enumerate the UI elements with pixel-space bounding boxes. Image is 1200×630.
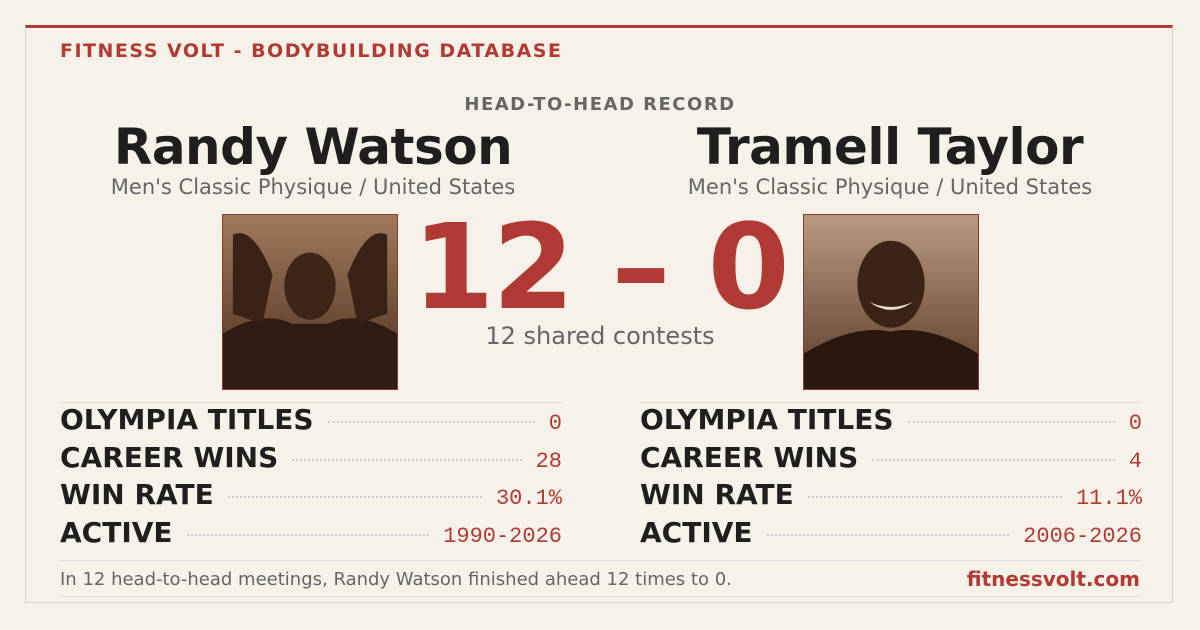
stat-label: OLYMPIA TITLES bbox=[60, 403, 314, 436]
athlete-name: Randy Watson bbox=[113, 118, 513, 176]
card-frame bbox=[25, 25, 1173, 603]
stat-value: 28 bbox=[535, 448, 562, 474]
stat-value: 1990-2026 bbox=[443, 523, 562, 549]
footer-summary: In 12 head-to-head meetings, Randy Watso… bbox=[60, 569, 732, 590]
stat-value: 0 bbox=[1128, 411, 1142, 436]
athlete-photo bbox=[803, 214, 979, 390]
athlete-division: Men's Classic Physique / United States bbox=[110, 175, 516, 199]
stat-value: 4 bbox=[1128, 448, 1142, 474]
dotted-leader bbox=[186, 533, 430, 536]
dotted-leader bbox=[766, 533, 1010, 536]
brand: FITNESS VOLT - BODYBUILDING DATABASE bbox=[60, 40, 563, 62]
stat-label: ACTIVE bbox=[60, 515, 173, 549]
stat-value: 2006-2026 bbox=[1023, 523, 1142, 549]
dotted-leader bbox=[807, 496, 1062, 498]
stat-label: WIN RATE bbox=[60, 478, 214, 511]
stat-value: 11.1% bbox=[1075, 486, 1142, 511]
stat-label: CAREER WINS bbox=[60, 440, 279, 474]
stat-row: WIN RATE 11.1% bbox=[640, 478, 1142, 516]
section-title: HEAD-TO-HEAD RECORD bbox=[464, 94, 736, 115]
athlete-photo bbox=[222, 214, 398, 390]
shared-contests: 12 shared contests bbox=[485, 322, 715, 350]
dotted-leader bbox=[327, 421, 535, 423]
divider bbox=[60, 596, 1140, 597]
stat-row: ACTIVE 1990-2026 bbox=[60, 516, 562, 554]
athlete-division: Men's Classic Physique / United States bbox=[687, 175, 1093, 199]
stat-label: CAREER WINS bbox=[640, 440, 859, 474]
dotted-leader bbox=[907, 421, 1115, 423]
stat-row: WIN RATE 30.1% bbox=[60, 478, 562, 516]
stat-label: WIN RATE bbox=[640, 478, 794, 511]
stat-label: OLYMPIA TITLES bbox=[640, 403, 894, 436]
stat-row: OLYMPIA TITLES 0 bbox=[60, 403, 562, 441]
dotted-leader bbox=[227, 496, 482, 498]
stat-row: ACTIVE 2006-2026 bbox=[640, 516, 1142, 554]
stat-row: CAREER WINS 28 bbox=[60, 441, 562, 479]
stat-label: ACTIVE bbox=[640, 515, 753, 549]
stats-list: OLYMPIA TITLES 0 CAREER WINS 4 WIN RATE 11.1%… bbox=[640, 402, 1142, 553]
divider bbox=[60, 560, 1140, 561]
site-name: fitnessvolt.com bbox=[966, 567, 1140, 591]
athlete-name: Tramell Taylor bbox=[696, 118, 1084, 176]
stats-list: OLYMPIA TITLES 0 CAREER WINS 28 WIN RATE 30.1… bbox=[60, 402, 562, 553]
head-to-head-score: 12 – 0 bbox=[412, 198, 789, 336]
stat-value: 30.1% bbox=[495, 486, 562, 511]
dotted-leader bbox=[292, 458, 522, 461]
stat-row: CAREER WINS 4 bbox=[640, 441, 1142, 479]
stat-value: 0 bbox=[548, 411, 562, 436]
dotted-leader bbox=[872, 458, 1115, 461]
stat-row: OLYMPIA TITLES 0 bbox=[640, 403, 1142, 441]
